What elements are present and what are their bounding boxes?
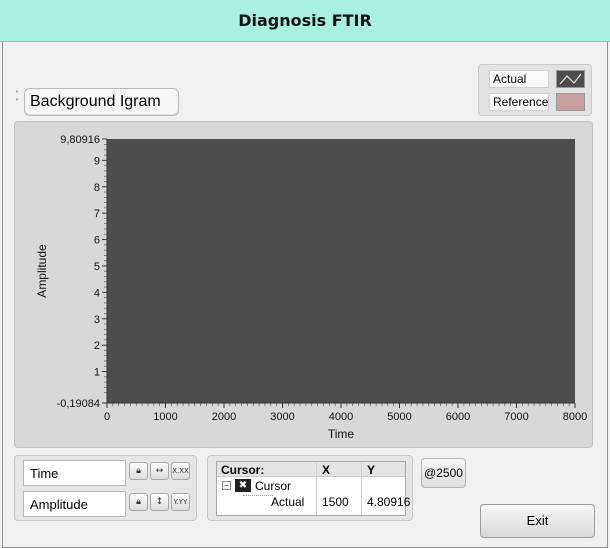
legend-item-reference[interactable]: Reference <box>489 93 585 111</box>
y-lock-icon[interactable]: 🔒︎ <box>129 493 148 511</box>
waveform-graph[interactable]: -0,19084 1 2 3 4 5 6 7 8 9 9,80916 0 1000 2000 3000 400… <box>14 121 593 448</box>
autoscale-y-icon[interactable]: ↕ <box>150 493 169 511</box>
at-2500-button[interactable]: @2500 <box>421 458 466 488</box>
legend-label: Reference <box>489 93 549 111</box>
exit-button[interactable]: Exit <box>480 504 595 538</box>
column-divider <box>361 462 362 515</box>
plot-selector-ring[interactable]: Background Igram <box>24 88 179 116</box>
y-tick-label: 4 <box>94 287 100 299</box>
cursor-col-header: Cursor: <box>221 463 265 477</box>
window-title: Diagnosis FTIR <box>238 11 372 30</box>
y-tick-label: 9 <box>94 155 100 167</box>
y-tick-label: -0,19084 <box>57 398 100 410</box>
collapse-icon[interactable]: − <box>222 481 231 490</box>
x-scale-name[interactable]: Time <box>23 460 126 486</box>
y-tick-label: 5 <box>94 261 100 273</box>
legend-label: Actual <box>489 70 549 88</box>
scale-legend: Time 🔒︎ ↔ X.XX Amplitude 🔒︎ ↕ Y.YY <box>14 455 197 521</box>
cursor-y-value[interactable]: 4.80916 <box>367 495 411 509</box>
autoscale-x-icon[interactable]: ↔ <box>150 462 169 480</box>
cursor-x-value[interactable]: 1500 <box>322 495 349 509</box>
x-tick-label: 3000 <box>270 411 294 423</box>
color-swatch-icon[interactable] <box>556 93 585 111</box>
y-axis-label: Amplitude <box>35 244 49 298</box>
cursor-row-label: Actual <box>271 495 305 509</box>
x-tick-label: 4000 <box>329 411 353 423</box>
x-tick-label: 7000 <box>504 411 528 423</box>
cursor-table-header <box>217 462 405 477</box>
x-tick-label: 0 <box>104 411 110 423</box>
graph-svg: -0,19084 1 2 3 4 5 6 7 8 9 9,80916 0 1000 2000 3000 400… <box>35 134 587 441</box>
y-scale-name[interactable]: Amplitude <box>23 491 126 517</box>
x-tick-label: 2000 <box>212 411 236 423</box>
y-tick-label: 9,80916 <box>60 134 100 146</box>
plot-area <box>107 139 575 403</box>
format-x-button[interactable]: X.XX <box>171 462 190 480</box>
x-tick-label: 5000 <box>387 411 411 423</box>
x-tick-label: 8000 <box>563 411 587 423</box>
y-tick-label: 7 <box>94 208 100 220</box>
format-y-button[interactable]: Y.YY <box>171 493 190 511</box>
y-tick-label: 6 <box>94 235 100 247</box>
crosshair-icon: ✖ <box>235 479 251 492</box>
x-tick-label: 1000 <box>153 411 177 423</box>
column-divider <box>316 462 317 515</box>
x-col-header: X <box>322 463 331 477</box>
x-tick-label: 6000 <box>446 411 470 423</box>
cursor-table[interactable]: Cursor: X Y − ✖ Cursor Actual 1500 4.809… <box>216 461 410 516</box>
legend-item-actual[interactable]: Actual <box>489 70 585 88</box>
up-arrow-icon[interactable]: ˄ <box>15 90 19 99</box>
x-axis-label: Time <box>328 427 355 441</box>
cursor-legend: Cursor: X Y − ✖ Cursor Actual 1500 4.809… <box>207 455 413 521</box>
ring-increment-arrows[interactable]: ˄ ˅ <box>12 91 22 111</box>
tree-connector <box>243 495 273 496</box>
cursor-name[interactable]: Cursor <box>255 479 292 493</box>
y-tick-label: 3 <box>94 314 100 326</box>
y-col-header: Y <box>367 463 376 477</box>
y-tick-label: 8 <box>94 182 100 194</box>
y-tick-label: 2 <box>94 340 100 352</box>
down-arrow-icon[interactable]: ˅ <box>15 98 19 107</box>
x-lock-icon[interactable]: 🔒︎ <box>129 462 148 480</box>
y-tick-label: 1 <box>94 367 100 379</box>
window-titlebar: Diagnosis FTIR <box>0 0 610 42</box>
plot-legend: Actual Reference <box>478 64 592 116</box>
line-swatch-icon[interactable] <box>556 70 585 88</box>
